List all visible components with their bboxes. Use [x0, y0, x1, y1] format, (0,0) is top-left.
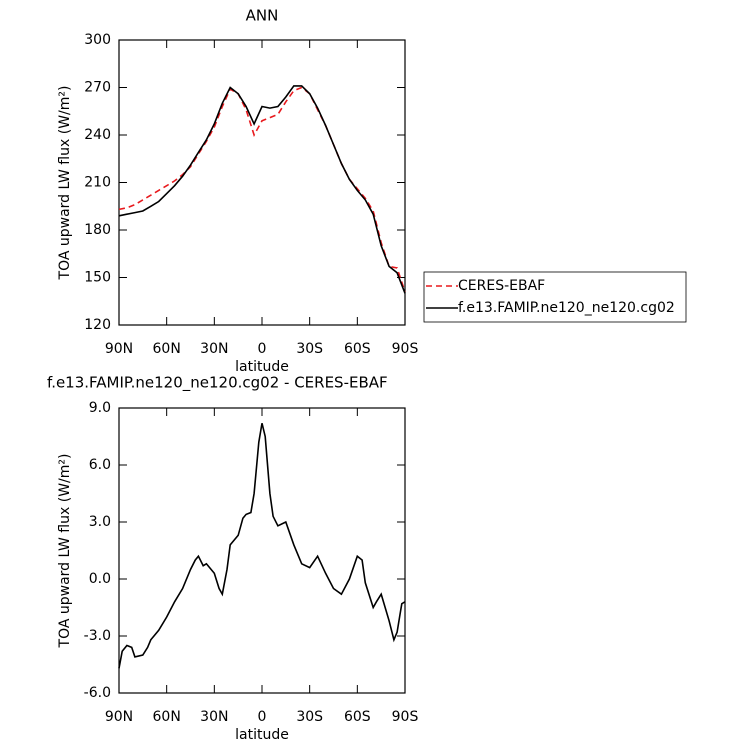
y-axis-label: TOA upward LW flux (W/m²) [57, 86, 73, 281]
y-tick-label: -3.0 [84, 628, 111, 644]
x-tick-label: 60S [344, 341, 371, 357]
y-tick-label: 270 [84, 80, 111, 96]
x-tick-label: 30N [200, 709, 228, 725]
legend-box [423, 271, 687, 323]
y-tick-label: 3.0 [89, 514, 111, 530]
data-line [118, 85, 406, 294]
x-axis-label: latitude [235, 359, 289, 375]
x-tick-label: 0 [258, 341, 267, 357]
y-tick-label: -6.0 [84, 685, 111, 701]
x-axis-label: latitude [235, 727, 289, 743]
x-tick-label: 60N [153, 341, 181, 357]
y-tick-label: 210 [84, 175, 111, 191]
x-tick-label: 90N [105, 709, 133, 725]
chart-title: f.e13.FAMIP.ne120_ne120.cg02 - CERES-EBA… [47, 374, 388, 393]
y-tick-label: 150 [84, 270, 111, 286]
x-tick-label: 90N [105, 341, 133, 357]
plot-frame [118, 39, 406, 326]
y-tick-label: 0.0 [89, 571, 111, 587]
x-tick-label: 30S [296, 709, 323, 725]
y-tick-label: 240 [84, 127, 111, 143]
x-tick-label: 90S [392, 341, 419, 357]
data-line [118, 423, 406, 669]
x-tick-label: 0 [258, 709, 267, 725]
x-tick-label: 60S [344, 709, 371, 725]
y-tick-label: 180 [84, 222, 111, 238]
x-tick-label: 90S [392, 709, 419, 725]
y-tick-label: 6.0 [89, 457, 111, 473]
x-tick-label: 30N [200, 341, 228, 357]
y-tick-label: 120 [84, 317, 111, 333]
y-tick-label: 9.0 [89, 400, 111, 416]
plot-frame [118, 407, 406, 694]
y-tick-label: 300 [84, 32, 111, 48]
legend-label: f.e13.FAMIP.ne120_ne120.cg02 [458, 300, 675, 316]
chart-title: ANN [246, 7, 279, 25]
y-axis-label: TOA upward LW flux (W/m²) [57, 454, 73, 649]
x-tick-label: 60N [153, 709, 181, 725]
legend-label: CERES-EBAF [458, 278, 545, 294]
x-tick-label: 30S [296, 341, 323, 357]
data-line [118, 86, 406, 293]
